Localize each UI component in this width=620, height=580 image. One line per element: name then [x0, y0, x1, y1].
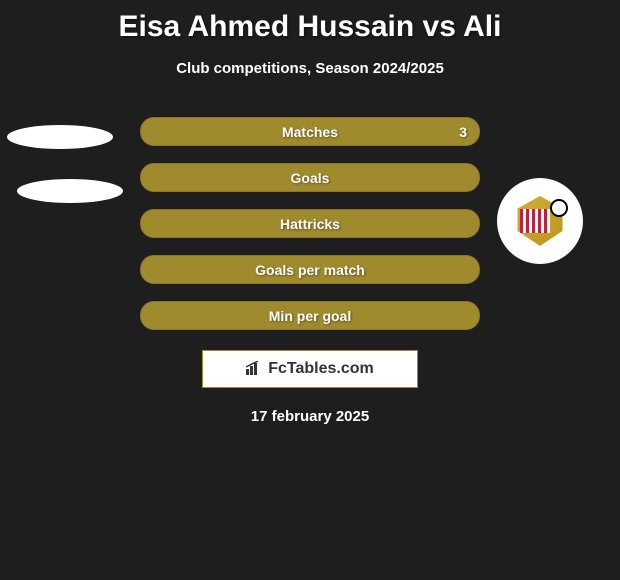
page-subtitle: Club competitions, Season 2024/2025: [0, 60, 620, 77]
stat-row: Hattricks: [0, 209, 620, 238]
stat-label: Matches: [282, 124, 338, 140]
stat-value-right: 3: [459, 124, 467, 140]
brand-label: FcTables.com: [268, 360, 374, 378]
stat-label: Goals per match: [255, 262, 365, 278]
stat-bar-hattricks: Hattricks: [140, 209, 480, 238]
stat-label: Min per goal: [269, 308, 351, 324]
stat-row: Min per goal: [0, 301, 620, 330]
stat-row: Matches 3: [0, 117, 620, 146]
stat-bar-goals-per-match: Goals per match: [140, 255, 480, 284]
date-label: 17 february 2025: [0, 408, 620, 425]
stat-row: Goals: [0, 163, 620, 192]
stat-label: Hattricks: [280, 216, 340, 232]
page-title: Eisa Ahmed Hussain vs Ali: [0, 0, 620, 44]
chart-icon: [246, 361, 264, 378]
stat-bar-min-per-goal: Min per goal: [140, 301, 480, 330]
stat-row: Goals per match: [0, 255, 620, 284]
brand-logo: FcTables.com: [202, 350, 418, 388]
stats-container: Matches 3 Goals Hattricks Goals per matc…: [0, 117, 620, 330]
stat-label: Goals: [291, 170, 330, 186]
stat-bar-goals: Goals: [140, 163, 480, 192]
stat-bar-matches: Matches 3: [140, 117, 480, 146]
